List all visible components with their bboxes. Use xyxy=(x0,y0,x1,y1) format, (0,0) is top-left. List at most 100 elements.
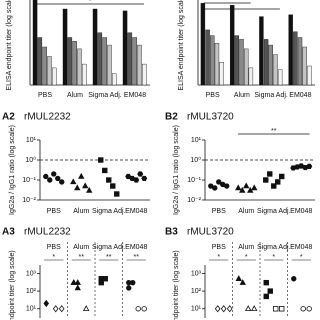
bar xyxy=(214,43,220,86)
panel-label: A2 xyxy=(2,112,15,123)
category-header: PBS xyxy=(212,244,226,251)
bar xyxy=(239,39,244,86)
x-tick-label: Sigma Adj. xyxy=(257,208,291,215)
point xyxy=(130,279,136,286)
point xyxy=(214,305,221,313)
y-tick-label: 10³ xyxy=(191,270,202,277)
bar xyxy=(102,37,107,86)
significance-label: * xyxy=(300,254,303,261)
point xyxy=(267,171,273,177)
point xyxy=(78,172,85,179)
point xyxy=(267,288,273,294)
category-header: EM048 xyxy=(290,244,312,251)
y-tick-label: 10⁰ xyxy=(25,156,36,164)
point xyxy=(47,177,53,183)
point xyxy=(82,305,90,312)
point xyxy=(74,184,81,191)
bar xyxy=(141,63,147,86)
bar xyxy=(259,16,264,86)
bar xyxy=(122,10,128,86)
bar xyxy=(52,67,57,86)
point xyxy=(224,183,230,189)
x-tick-label: Sigma Adj. xyxy=(88,92,122,99)
x-tick-label: Alum xyxy=(67,92,83,99)
point xyxy=(59,179,65,185)
point xyxy=(239,186,246,193)
y-tick-label: 10⁻² xyxy=(187,197,201,204)
bar xyxy=(97,32,103,86)
point xyxy=(86,186,93,193)
point xyxy=(239,279,246,285)
significance-label: ** xyxy=(271,128,277,135)
point xyxy=(278,306,285,312)
y-axis-label: IgG2a / IgG1 ratio (log scale) xyxy=(173,125,180,215)
point xyxy=(82,182,89,189)
panel-title: rMUL2232 xyxy=(24,112,71,123)
point xyxy=(43,173,49,180)
point xyxy=(291,276,297,282)
point xyxy=(110,183,116,189)
x-tick-label: Alum xyxy=(234,92,250,99)
bar xyxy=(62,8,68,86)
point xyxy=(251,184,258,191)
bar xyxy=(229,4,235,86)
panel-label: B3 xyxy=(165,227,178,238)
point xyxy=(43,299,50,308)
bar xyxy=(81,63,87,86)
y-tick-label: 10¹ xyxy=(26,306,37,313)
point xyxy=(51,171,57,177)
bar xyxy=(219,62,224,86)
point xyxy=(106,177,112,183)
y-tick-label: 10¹ xyxy=(26,137,37,144)
category-header: EM048 xyxy=(125,244,147,251)
bar xyxy=(92,8,98,86)
point xyxy=(129,175,136,182)
x-tick-label: PBS xyxy=(47,208,61,215)
point xyxy=(141,175,148,182)
bar xyxy=(268,44,273,86)
category-header: Sigma Adj. xyxy=(92,244,126,251)
y-tick-label: 10¹ xyxy=(191,306,202,313)
point xyxy=(306,306,312,312)
y-axis-label: m endpoint titer (log scale) xyxy=(9,250,16,320)
x-tick-label: EM048 xyxy=(290,208,312,215)
bar xyxy=(307,65,312,86)
point xyxy=(244,305,252,312)
point xyxy=(275,179,281,185)
point xyxy=(279,173,285,180)
bar xyxy=(47,56,52,86)
bar xyxy=(277,69,283,86)
x-tick-label: PBS xyxy=(38,92,52,99)
panel-title: rMUL3720 xyxy=(187,227,234,238)
bar xyxy=(200,3,206,86)
x-tick-label: Alum xyxy=(73,208,89,215)
point xyxy=(212,185,218,191)
y-tick-label: 10⁻¹ xyxy=(187,177,201,184)
bar xyxy=(72,41,77,86)
point xyxy=(243,182,250,189)
point xyxy=(263,293,269,300)
point xyxy=(126,285,132,291)
panel-label: A3 xyxy=(2,227,15,238)
y-tick-label: 10² xyxy=(26,288,37,295)
point xyxy=(263,279,269,286)
bar xyxy=(37,37,43,86)
point xyxy=(98,157,104,163)
panel-title: rMUL3720 xyxy=(187,112,234,123)
x-tick-label: EM048 xyxy=(125,208,147,215)
y-tick-label: 10⁻¹ xyxy=(22,177,36,184)
bar xyxy=(273,54,278,86)
point xyxy=(300,306,306,312)
y-axis-label: ELISA endpoint titer (log scale) xyxy=(178,0,185,91)
bar xyxy=(111,73,117,86)
significance-label: * xyxy=(52,254,55,261)
point xyxy=(102,167,108,174)
bar xyxy=(297,37,303,86)
point xyxy=(226,305,233,313)
y-tick-label: 10² xyxy=(191,288,202,295)
y-axis-label: m endpoint titer (log scale) xyxy=(173,250,180,320)
bar xyxy=(210,35,215,86)
x-tick-label: Sigma Adj. xyxy=(92,208,126,215)
point xyxy=(70,178,77,185)
significance-label: ** xyxy=(106,254,112,261)
